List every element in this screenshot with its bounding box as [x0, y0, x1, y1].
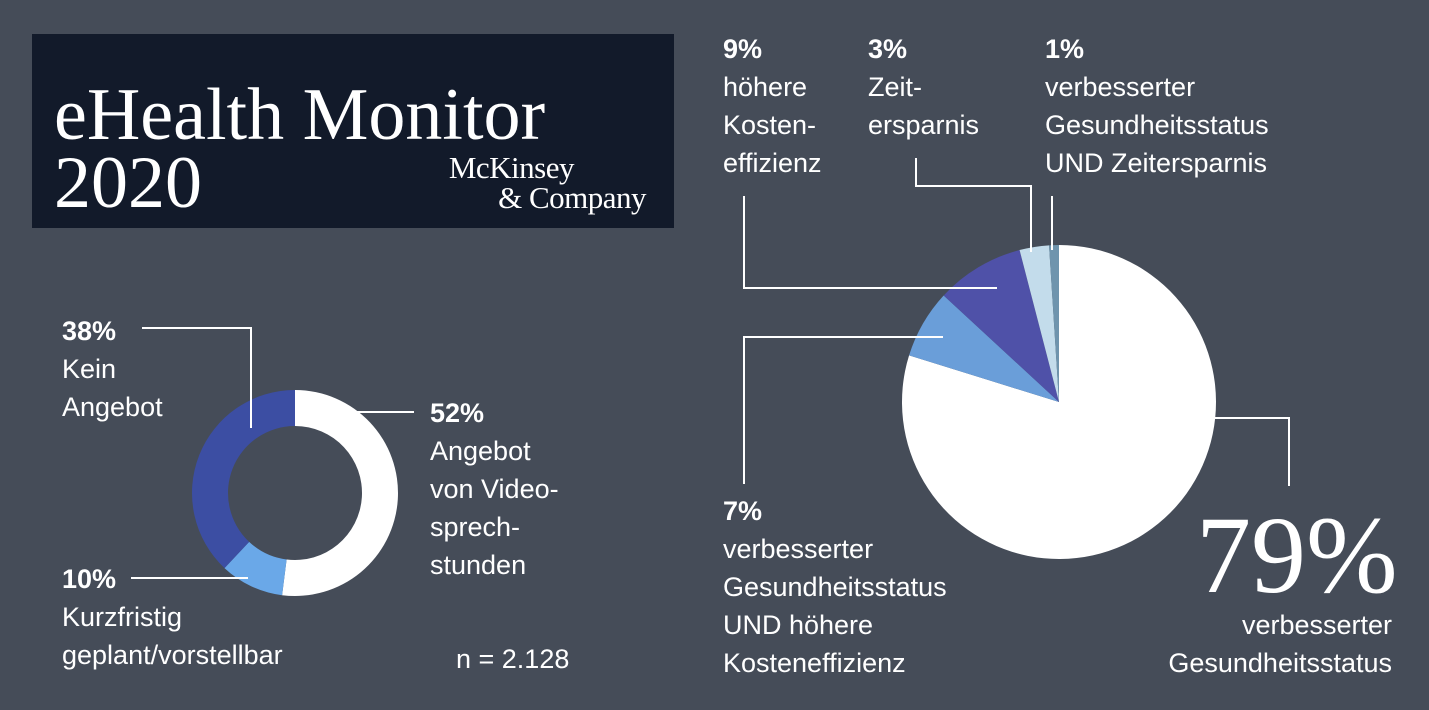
pie-label-7-line-3: UND höhere — [723, 610, 874, 640]
pie-label-1: 1% verbesserter Gesundheitsstatus UND Ze… — [1045, 30, 1269, 182]
donut-label-10-line-1: Kurzfristig — [62, 602, 183, 632]
leader-line-7 — [743, 336, 943, 484]
pie-label-7-line-2: Gesundheitsstatus — [723, 572, 947, 602]
pie-chart — [902, 245, 1216, 559]
leader-lines — [131, 158, 1290, 579]
pie-slice-7 — [909, 295, 1059, 402]
title-line-2: 2020 — [54, 142, 202, 224]
pie-label-3-line-2: ersparnis — [868, 110, 980, 140]
donut-label-10-line-2: geplant/vorstellbar — [62, 640, 283, 670]
donut-chart — [192, 390, 398, 596]
donut-label-38-line-2: Angebot — [62, 392, 163, 422]
pie-label-79-line-2: Gesundheitsstatus — [1168, 648, 1392, 678]
donut-label-52-line-2: von Video- — [430, 474, 559, 504]
donut-label-52-line-3: sprech- — [430, 512, 521, 542]
pie-label-79-pct: 79% — [1196, 494, 1398, 616]
donut-label-38: 38% Kein Angebot — [62, 312, 163, 426]
title-line-1: eHealth Monitor — [54, 74, 546, 156]
pie-label-9-line-3: effizienz — [723, 148, 822, 178]
pie-label-1-line-2: Gesundheitsstatus — [1045, 110, 1269, 140]
leader-line-9 — [743, 196, 997, 289]
header-box: eHealth Monitor 2020 McKinsey & Company — [32, 34, 674, 228]
pie-label-3: 3% Zeit- ersparnis — [868, 30, 979, 144]
pie-label-9-line-1: höhere — [723, 72, 808, 102]
pie-label-79: verbesserter Gesundheitsstatus — [1090, 606, 1392, 682]
pie-label-9-pct: 9% — [723, 34, 763, 64]
pie-label-7-pct: 7% — [723, 496, 763, 526]
leader-line-79 — [1214, 417, 1290, 486]
donut-label-10: 10% Kurzfristig geplant/vorstellbar — [62, 560, 283, 674]
pie-slice-3 — [1019, 245, 1059, 402]
donut-label-38-pct: 38% — [62, 316, 117, 346]
pie-label-7-line-4: Kosteneffizienz — [723, 648, 906, 678]
pie-label-1-line-1: verbesserter — [1045, 72, 1196, 102]
donut-slice-10 — [224, 541, 287, 596]
leader-line-38 — [142, 327, 252, 428]
donut-label-52-line-1: Angebot — [430, 436, 531, 466]
logo-line-2: & Company — [498, 180, 646, 215]
pie-label-1-line-3: UND Zeitersparnis — [1045, 148, 1268, 178]
donut-label-10-pct: 10% — [62, 564, 117, 594]
pie-label-79-line-1: verbesserter — [1241, 610, 1392, 640]
pie-label-1-pct: 1% — [1045, 34, 1085, 64]
pie-label-9: 9% höhere Kosten- effizienz — [723, 30, 822, 182]
pie-label-9-line-2: Kosten- — [723, 110, 817, 140]
pie-slice-1 — [1049, 245, 1059, 402]
leader-line-3 — [915, 158, 1032, 252]
donut-label-38-line-1: Kein — [62, 354, 117, 384]
pie-label-7-line-1: verbesserter — [723, 534, 874, 564]
logo-line-1: McKinsey — [448, 150, 575, 185]
pie-label-3-line-1: Zeit- — [868, 72, 922, 102]
donut-label-52-pct: 52% — [430, 398, 485, 428]
pie-label-3-pct: 3% — [868, 34, 908, 64]
pie-label-7: 7% verbesserter Gesundheitsstatus UND hö… — [723, 492, 947, 682]
donut-label-52-line-4: stunden — [430, 550, 527, 580]
donut-label-52: 52% Angebot von Video- sprech- stunden — [430, 394, 559, 584]
sample-size: n = 2.128 — [456, 644, 570, 674]
donut-slice-38 — [192, 390, 295, 569]
donut-slice-52 — [282, 390, 398, 596]
